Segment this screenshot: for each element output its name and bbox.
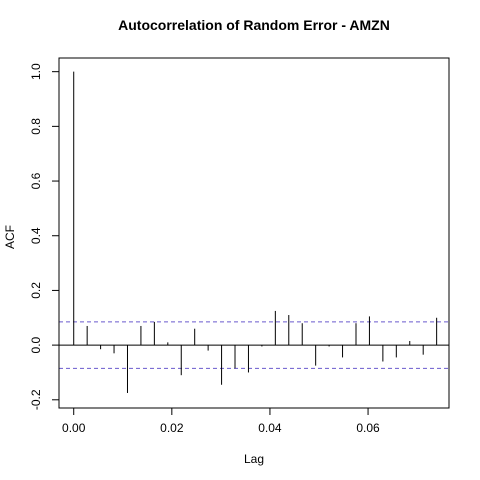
chart-title: Autocorrelation of Random Error - AMZN (118, 17, 390, 33)
plot-frame (58, 57, 450, 409)
confidence-bounds (59, 321, 449, 369)
x-axis: 0.00 0.02 0.04 0.06 (62, 407, 380, 435)
y-tick-label: -0.2 (29, 389, 43, 410)
x-tick-label: 0.00 (62, 421, 86, 435)
x-axis-label: Lag (244, 452, 264, 466)
y-tick-label: 1.0 (29, 63, 43, 80)
y-tick-label: 0.4 (29, 227, 43, 244)
x-tick-label: 0.06 (356, 421, 380, 435)
y-axis: -0.2 0.0 0.2 0.4 0.6 0.8 1.0 (29, 63, 60, 410)
y-tick-label: 0.0 (29, 336, 43, 353)
acf-bars (73, 71, 438, 393)
y-tick-label: 0.8 (29, 118, 43, 135)
x-tick-label: 0.02 (160, 421, 184, 435)
y-axis-label: ACF (3, 225, 17, 249)
x-tick-label: 0.04 (258, 421, 282, 435)
y-tick-label: 0.2 (29, 282, 43, 299)
y-tick-label: 0.6 (29, 172, 43, 189)
